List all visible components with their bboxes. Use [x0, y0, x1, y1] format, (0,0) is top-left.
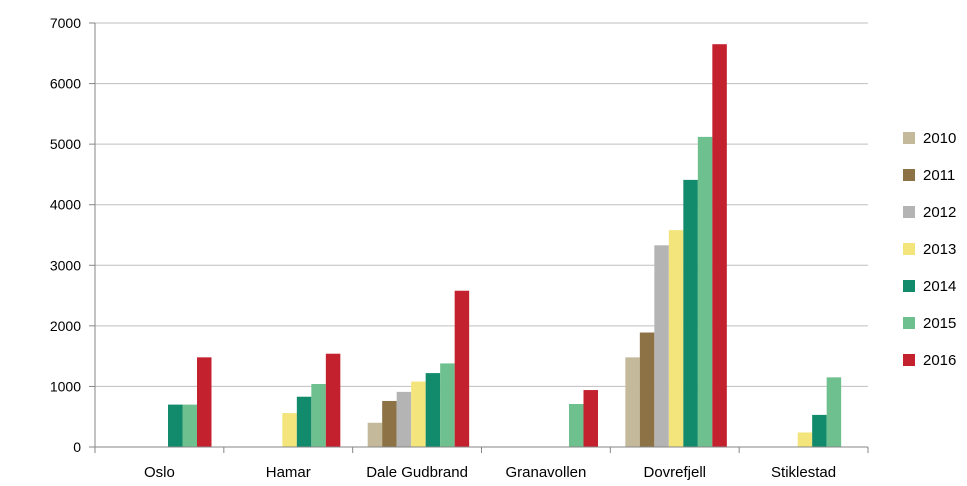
y-tick-label: 7000 [50, 15, 81, 31]
x-category-label: Granavollen [505, 464, 586, 481]
y-tick-label: 6000 [50, 76, 81, 92]
bar-2015-oslo [182, 404, 197, 447]
legend-label-2016: 2016 [923, 352, 956, 369]
bar-2010-dovrefjell [625, 357, 640, 447]
bars [168, 44, 842, 448]
legend-label-2010: 2010 [923, 130, 956, 147]
legend-swatch-2016 [903, 354, 915, 366]
legend-label-2015: 2015 [923, 315, 956, 332]
legend-swatch-2012 [903, 206, 915, 218]
y-tick-label: 1000 [50, 378, 81, 394]
legend: 2010 2011 2012 2013 2014 2015 2016 [903, 130, 956, 369]
y-tick-label: 2000 [50, 318, 81, 334]
x-axis: Oslo Hamar Dale Gudbrand Granavollen Dovrefj… [94, 446, 869, 481]
legend-label-2011: 2011 [923, 167, 955, 184]
x-category-label: Stiklestad [771, 464, 836, 481]
bar-2011-dovrefjell [639, 332, 655, 447]
bar-2010-dale-gudbrand [367, 422, 383, 447]
bar-2011-dale-gudbrand [382, 400, 397, 447]
legend-swatch-2011 [903, 169, 915, 181]
bar-2012-dale-gudbrand [396, 391, 412, 447]
bar-2015-dale-gudbrand [440, 363, 455, 447]
bar-2014-oslo [168, 404, 183, 447]
x-category-label: Oslo [144, 464, 175, 481]
legend-label-2012: 2012 [923, 204, 956, 221]
bar-2015-hamar [311, 384, 326, 447]
bar-2015-dovrefjell [697, 136, 713, 448]
gridlines [95, 22, 868, 387]
x-category-label: Dale Gudbrand [366, 464, 468, 481]
bar-2013-dovrefjell [668, 230, 684, 447]
legend-swatch-2013 [903, 243, 915, 255]
y-tick-label: 0 [73, 439, 81, 455]
bar-2016-hamar [325, 353, 341, 447]
y-tick-label: 5000 [50, 136, 81, 152]
y-tick-label: 3000 [50, 257, 81, 273]
legend-label-2013: 2013 [923, 241, 956, 258]
bar-2015-stiklestad [826, 377, 842, 447]
legend-label-2014: 2014 [923, 278, 956, 295]
bar-2014-dale-gudbrand [425, 373, 441, 447]
x-category-label: Hamar [266, 464, 311, 481]
legend-swatch-2014 [903, 280, 915, 292]
bar-2015-granavollen [569, 403, 584, 447]
bar-2016-oslo [197, 357, 212, 447]
bar-2012-dovrefjell [654, 245, 669, 447]
bar-2013-hamar [282, 413, 297, 447]
bar-2016-dale-gudbrand [454, 290, 470, 447]
bar-2013-dale-gudbrand [411, 381, 426, 447]
x-category-label: Dovrefjell [643, 464, 706, 481]
bar-2016-granavollen [583, 390, 598, 447]
bar-2014-dovrefjell [683, 179, 698, 447]
y-tick-label: 4000 [50, 197, 81, 213]
y-axis: 0 1000 2000 3000 4000 5000 6000 7000 [50, 15, 96, 455]
bar-2016-dovrefjell [712, 44, 727, 447]
legend-swatch-2010 [903, 132, 915, 144]
legend-swatch-2015 [903, 317, 915, 329]
bar-2013-stiklestad [797, 432, 813, 447]
bar-2014-hamar [296, 396, 312, 447]
bar-2014-stiklestad [812, 414, 827, 447]
